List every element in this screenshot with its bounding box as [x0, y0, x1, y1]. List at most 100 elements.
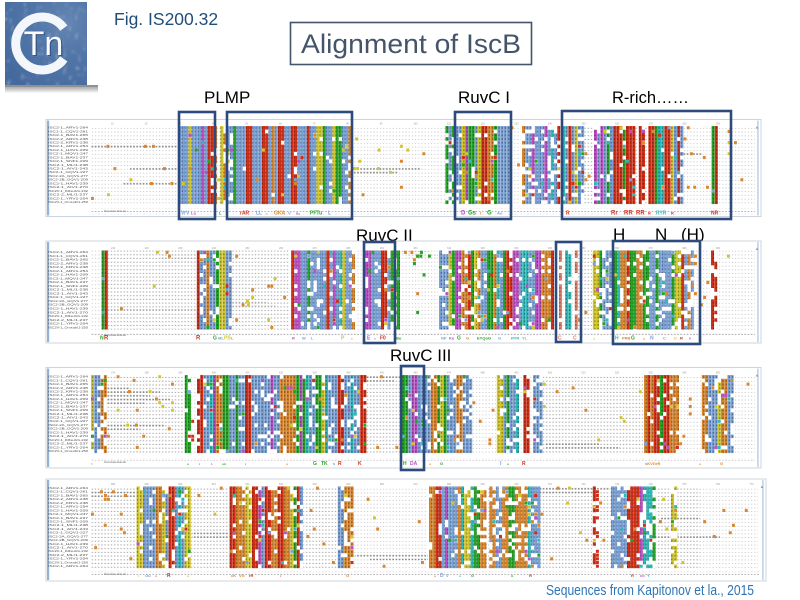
svg-text:720: 720 — [581, 483, 586, 486]
svg-text:290: 290 — [380, 247, 385, 250]
svg-text:u: u — [434, 574, 436, 578]
svg-text:ISC2V-1_KRsub/1-232: ISC2V-1_KRsub/1-232 — [48, 314, 89, 318]
svg-text:Lo: Lo — [191, 211, 196, 216]
svg-text:RYR: RYR — [656, 211, 667, 217]
svg-text:80: 80 — [346, 122, 349, 125]
svg-text:ISC2-1_BAV1-265: ISC2-1_BAV1-265 — [48, 382, 89, 386]
svg-text:240: 240 — [212, 247, 217, 250]
svg-text:R: R — [196, 336, 201, 342]
svg-text:150: 150 — [581, 122, 586, 125]
svg-text:350: 350 — [581, 247, 586, 250]
svg-text:RR: RR — [636, 211, 645, 217]
svg-text:PRB: PRB — [622, 336, 631, 341]
svg-text:170: 170 — [649, 122, 654, 125]
svg-text:330: 330 — [514, 247, 519, 250]
svg-text:140: 140 — [548, 122, 553, 125]
svg-text:N: N — [655, 225, 667, 244]
svg-text:PLMP: PLMP — [204, 88, 250, 107]
svg-text:ISC2-2B_GQV1-209: ISC2-2B_GQV1-209 — [48, 427, 89, 431]
svg-text:ISC2V-1_Omsub/1-250: ISC2V-1_Omsub/1-250 — [48, 200, 89, 204]
svg-text:YL: YL — [522, 336, 528, 341]
svg-text:ISC1-1_CQV1-261: ISC1-1_CQV1-261 — [48, 129, 89, 133]
svg-text:640: 640 — [313, 483, 318, 486]
svg-text:L: L — [311, 336, 314, 341]
svg-text:ISC2-1_SNF1-209: ISC2-1_SNF1-209 — [48, 520, 89, 524]
svg-text:60: 60 — [279, 122, 282, 125]
svg-text:R: R — [104, 336, 109, 342]
svg-text:L: L — [231, 336, 234, 341]
svg-text:ISC2-2B_GQV1-209: ISC2-2B_GQV1-209 — [48, 178, 89, 182]
svg-text:380: 380 — [682, 247, 687, 250]
svg-text:ISC2-1_ARV1-264: ISC2-1_ARV1-264 — [48, 126, 89, 130]
svg-text:cK: cK — [231, 573, 236, 578]
svg-text:ISC2-1_AIV1-270: ISC2-1_AIV1-270 — [48, 185, 89, 189]
svg-text:PFTu: PFTu — [310, 211, 322, 217]
svg-text:180: 180 — [682, 122, 687, 125]
svg-text:600: 600 — [178, 483, 183, 486]
svg-text:R: R — [566, 211, 570, 217]
svg-text:360: 360 — [615, 247, 620, 250]
svg-text:R: R — [529, 573, 532, 578]
svg-text:660: 660 — [380, 483, 385, 486]
svg-text:400: 400 — [212, 371, 217, 374]
svg-text:420: 420 — [279, 371, 284, 374]
svg-text:410: 410 — [245, 371, 250, 374]
svg-text:I: I — [500, 461, 502, 467]
svg-text:rR: rR — [249, 573, 254, 578]
svg-text:u: u — [155, 574, 157, 578]
svg-text:ISC2V-1_Omsub/1-250: ISC2V-1_Omsub/1-250 — [48, 560, 89, 564]
svg-text:390: 390 — [178, 371, 183, 374]
svg-text:ISC2-1_GQV1-227: ISC2-1_GQV1-227 — [48, 170, 89, 174]
svg-text:ISC2-1_HAV1-209: ISC2-1_HAV1-209 — [48, 397, 89, 401]
svg-text:ISC2-1_ARV1-264: ISC2-1_ARV1-264 — [48, 375, 89, 379]
svg-text:ISC2-2_ML/1-237: ISC2-2_ML/1-237 — [48, 442, 89, 446]
svg-text:(H): (H) — [681, 225, 705, 244]
svg-text:ISC2-2A_GQV1-277: ISC2-2A_GQV1-277 — [48, 534, 89, 538]
svg-text:ISC2-1_AIV1-270: ISC2-1_AIV1-270 — [48, 434, 89, 438]
svg-text:R: R — [648, 211, 651, 216]
svg-text:R: R — [292, 336, 295, 341]
svg-text:300: 300 — [413, 247, 418, 250]
svg-text:P: P — [341, 336, 345, 342]
svg-text:sKVGrR: sKVGrR — [645, 461, 660, 466]
svg-text:ISC2-2_ML/1-237: ISC2-2_ML/1-237 — [48, 318, 89, 322]
svg-text:ISC2-1_HAV1-209: ISC2-1_HAV1-209 — [48, 148, 89, 152]
svg-text:ISC2-1_YRV1-204: ISC2-1_YRV1-204 — [48, 196, 89, 200]
svg-text:760: 760 — [716, 483, 721, 486]
svg-text:ISC2-1_AIV1-243: ISC2-1_AIV1-243 — [48, 527, 89, 531]
svg-text:ISC2-1_MQV1-247: ISC2-1_MQV1-247 — [48, 512, 89, 516]
svg-text:90: 90 — [380, 122, 383, 125]
svg-text:380: 380 — [145, 371, 150, 374]
svg-text:ISC2-1_YRV1-204: ISC2-1_YRV1-204 — [48, 322, 89, 326]
svg-text:NR: NR — [711, 211, 719, 217]
svg-text:R: R — [631, 573, 634, 578]
svg-text:VG: VG — [239, 573, 245, 578]
svg-text:I: I — [138, 574, 139, 578]
svg-text:Rr: Rr — [611, 211, 618, 217]
svg-text:650: 650 — [346, 483, 351, 486]
svg-text:ISC2-1_AIV1-243: ISC2-1_AIV1-243 — [48, 167, 89, 171]
svg-text:GKA: GKA — [274, 211, 286, 217]
svg-text:Fig. IS200.32: Fig. IS200.32 — [114, 9, 218, 29]
svg-text:R: R — [522, 461, 526, 467]
svg-text:RuvC III: RuvC III — [390, 346, 451, 365]
svg-text:ISC2-2_ARV1-238: ISC2-2_ARV1-238 — [48, 497, 89, 501]
svg-text:610: 610 — [212, 483, 217, 486]
svg-text:D: D — [461, 211, 466, 217]
svg-text:R: R — [671, 211, 674, 216]
svg-text:220: 220 — [145, 247, 150, 250]
svg-text:ISC2-1_ML/1-238: ISC2-1_ML/1-238 — [48, 163, 89, 167]
svg-text:250: 250 — [245, 247, 250, 250]
svg-text:680: 680 — [447, 483, 452, 486]
svg-text:R-rich……: R-rich…… — [612, 88, 689, 107]
svg-text:580: 580 — [111, 483, 116, 486]
svg-text:H: H — [403, 461, 407, 467]
svg-text:270: 270 — [313, 247, 318, 250]
svg-text:190: 190 — [716, 122, 721, 125]
svg-text:70: 70 — [313, 122, 316, 125]
svg-text:740: 740 — [649, 483, 654, 486]
svg-text:ISC2-1_SNF1-209: ISC2-1_SNF1-209 — [48, 159, 89, 163]
svg-text:ISC1-1_CQV1-261: ISC1-1_CQV1-261 — [48, 490, 89, 494]
svg-text:690: 690 — [481, 483, 486, 486]
svg-text:RR: RR — [624, 211, 633, 217]
